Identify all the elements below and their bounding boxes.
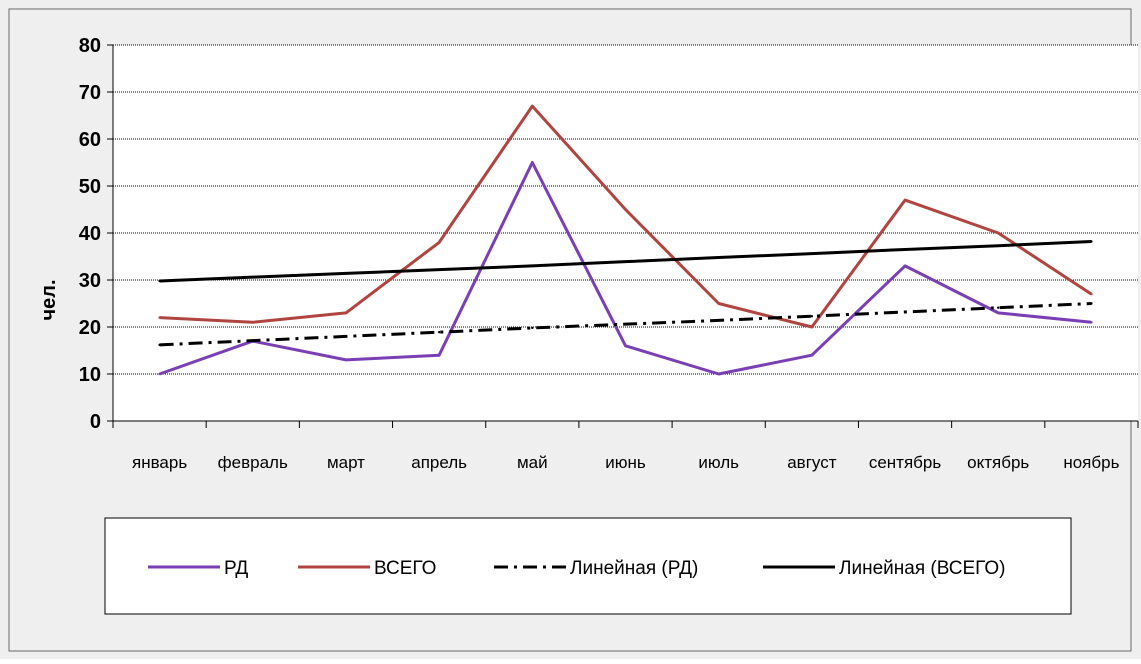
data-point bbox=[251, 339, 254, 342]
data-point bbox=[624, 208, 627, 211]
y-tick-label: 30 bbox=[79, 270, 101, 292]
y-tick-label: 50 bbox=[79, 176, 101, 198]
data-point bbox=[437, 241, 441, 244]
data-point bbox=[158, 316, 161, 319]
y-tick-label: 10 bbox=[79, 364, 101, 386]
legend-label: РД bbox=[224, 558, 248, 579]
x-tick-label: апрель bbox=[411, 453, 467, 472]
data-point bbox=[624, 344, 627, 347]
data-point bbox=[810, 314, 814, 318]
y-tick-label: 0 bbox=[90, 411, 101, 433]
x-tick-label: май bbox=[517, 453, 548, 472]
data-point bbox=[1090, 302, 1093, 305]
data-point bbox=[531, 264, 534, 268]
grid-lines bbox=[113, 44, 1138, 421]
legend-label: ВСЕГО bbox=[374, 558, 436, 579]
legend: РД ВСЕГО Линейная (РД) Линейная (ВСЕГО) bbox=[104, 517, 1072, 615]
data-point bbox=[531, 326, 534, 330]
x-tick-label: сентябрь bbox=[869, 453, 942, 472]
data-point bbox=[997, 231, 1000, 235]
y-tick-label: 60 bbox=[79, 129, 101, 151]
data-point bbox=[717, 372, 720, 376]
x-tick-label: июнь bbox=[605, 453, 646, 472]
data-point bbox=[903, 310, 907, 314]
data-point bbox=[997, 311, 1000, 315]
data-point bbox=[903, 198, 907, 202]
y-tick-label: 20 bbox=[79, 317, 101, 339]
data-point bbox=[717, 302, 720, 305]
data-point bbox=[903, 264, 907, 268]
legend-label: Линейная (РД) bbox=[570, 558, 698, 579]
x-tick-label: март bbox=[327, 453, 365, 472]
data-point bbox=[624, 260, 627, 263]
data-point bbox=[158, 343, 161, 347]
x-tick-label: октябрь bbox=[967, 453, 1029, 472]
legend-label: Линейная (ВСЕГО) bbox=[839, 558, 1005, 579]
x-tick-label: ноябрь bbox=[1063, 453, 1119, 472]
data-point bbox=[344, 335, 348, 338]
y-tick-label: 80 bbox=[79, 35, 101, 57]
legend-box bbox=[104, 517, 1072, 615]
data-point bbox=[531, 104, 534, 108]
data-point bbox=[717, 256, 720, 259]
data-point bbox=[251, 275, 254, 279]
data-point bbox=[810, 354, 814, 357]
data-point bbox=[344, 311, 348, 315]
data-point bbox=[903, 248, 907, 251]
data-point bbox=[1090, 292, 1093, 296]
data-point bbox=[717, 319, 720, 322]
data-point bbox=[624, 322, 627, 326]
x-tick-label: февраль bbox=[218, 453, 288, 472]
data-point bbox=[997, 306, 1000, 309]
data-point bbox=[344, 358, 348, 362]
data-point bbox=[997, 244, 1000, 247]
data-point bbox=[158, 372, 161, 376]
data-point bbox=[1090, 240, 1093, 243]
series-lines bbox=[158, 104, 1093, 376]
y-axis-label: чел. bbox=[38, 280, 60, 321]
data-point bbox=[344, 272, 348, 275]
x-tick-label: июль bbox=[698, 453, 739, 472]
y-tick-label: 40 bbox=[79, 223, 101, 245]
y-tick-label: 70 bbox=[79, 82, 101, 104]
data-point bbox=[437, 330, 441, 334]
data-point bbox=[158, 279, 161, 283]
x-tick-label: август bbox=[787, 453, 836, 472]
data-point bbox=[810, 252, 814, 255]
data-point bbox=[810, 325, 814, 329]
data-point bbox=[251, 321, 254, 324]
data-point bbox=[1090, 321, 1093, 324]
x-tick-label: январь bbox=[132, 453, 187, 472]
data-point bbox=[437, 354, 441, 357]
data-point bbox=[531, 161, 534, 164]
data-point bbox=[437, 268, 441, 271]
axes: 0 10 20 30 40 50 60 70 80 январь февраль март апрель… bbox=[79, 35, 1139, 472]
